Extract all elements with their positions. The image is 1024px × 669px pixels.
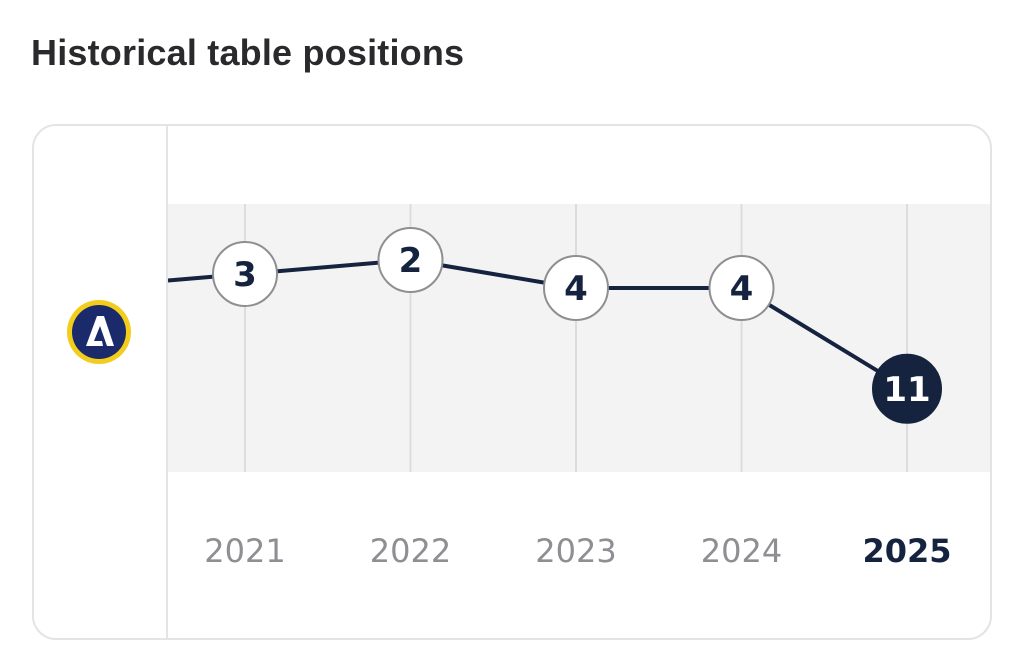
position-node-2022 [377, 227, 444, 293]
year-label-2025: 2025 [862, 532, 951, 570]
position-label-2023: 4 [564, 269, 588, 309]
year-label-2021: 2021 [204, 532, 285, 570]
position-label-2021: 3 [233, 255, 257, 295]
page-title: Historical table positions [31, 32, 465, 73]
chart-band [168, 204, 990, 472]
position-label-2024: 4 [730, 269, 754, 309]
position-node-2023 [543, 255, 609, 321]
year-label-2022: 2022 [370, 532, 451, 570]
team-column [34, 126, 168, 638]
position-node-2021 [212, 241, 278, 307]
position-label-2022: 2 [399, 241, 423, 281]
position-node-2024 [708, 255, 775, 321]
position-chart: 3 2 4 4 11 2021 2022 2023 2024 2025 [167, 204, 990, 570]
position-label-2025: 11 [883, 370, 930, 410]
history-card: 3 2 4 4 11 2021 2022 2023 2024 2025 [32, 124, 992, 640]
club-crest-icon[interactable] [66, 299, 132, 365]
year-label-2023: 2023 [535, 532, 616, 570]
year-label-2024: 2024 [701, 532, 782, 570]
position-node-2025 [872, 353, 942, 424]
